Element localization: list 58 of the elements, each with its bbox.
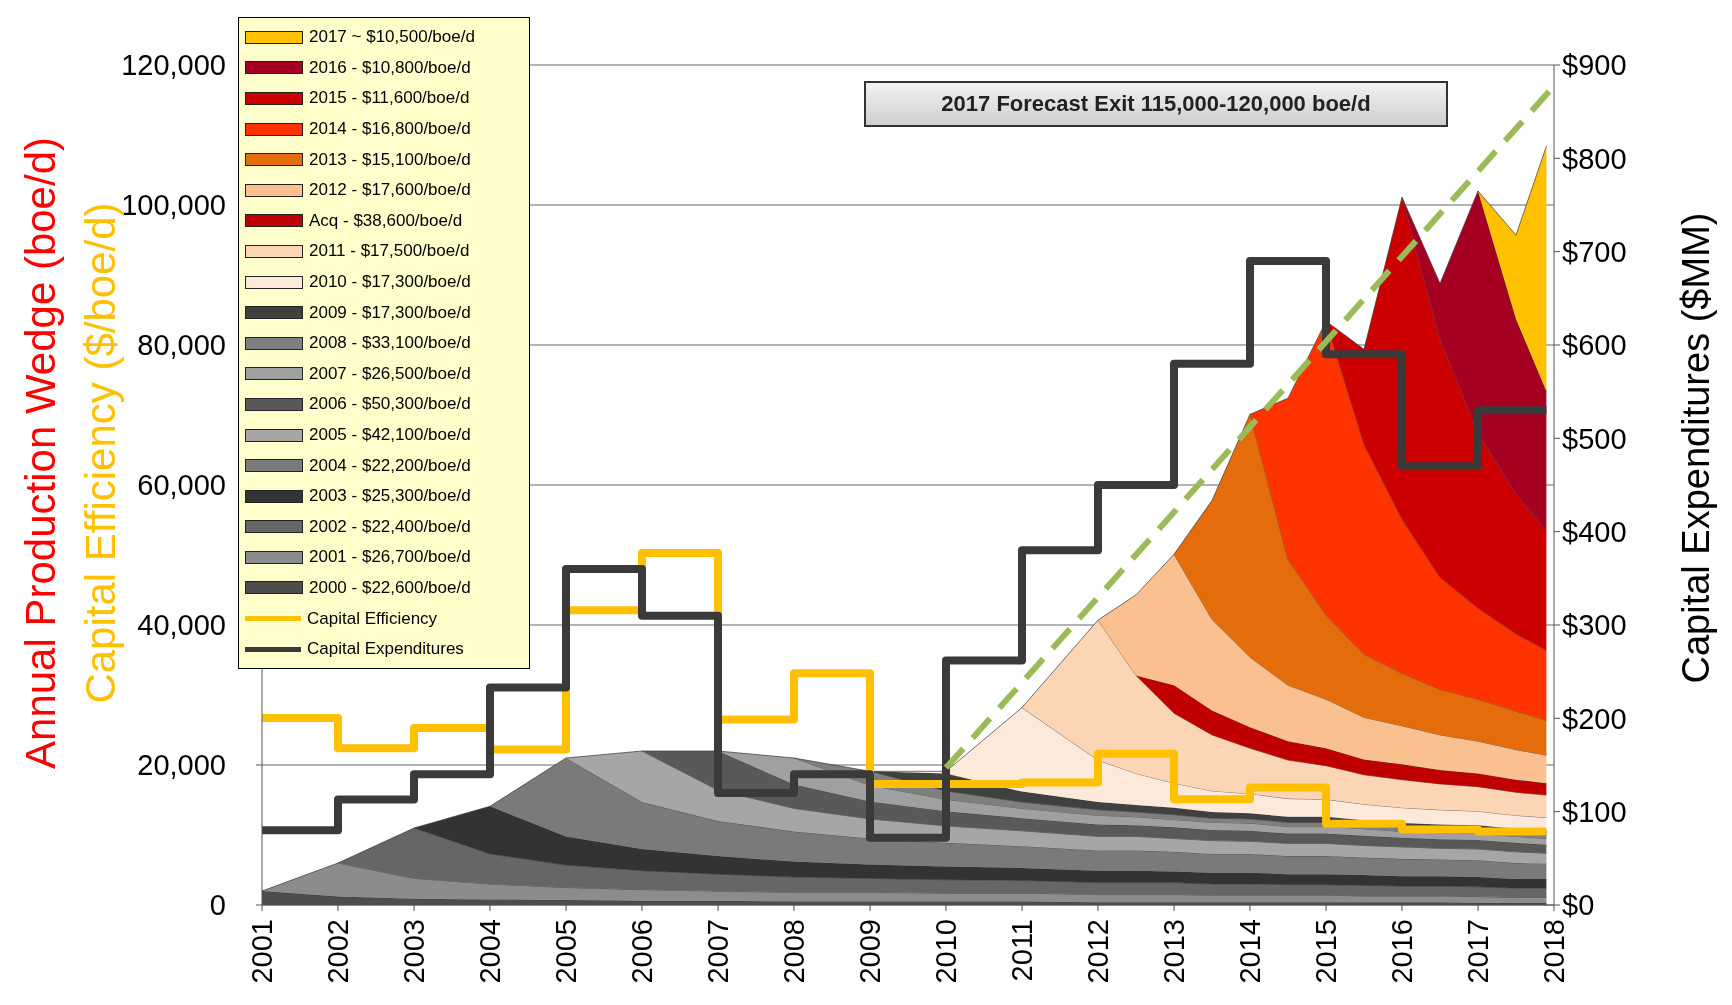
y-tick-label: 80,000	[137, 329, 226, 362]
x-tick-label: 2009	[854, 919, 886, 984]
y2-tick-label: $900	[1562, 49, 1627, 82]
y-tick-label: 40,000	[137, 609, 226, 642]
x-tick-label: 2005	[550, 919, 582, 984]
y2-tick-label: $0	[1562, 889, 1595, 922]
x-tick-label: 2001	[246, 919, 278, 984]
x-tick-label: 2011	[1006, 919, 1038, 982]
legend-label: 2000 - $22,600/boe/d	[309, 577, 471, 598]
y2-tick-label: $500	[1562, 422, 1627, 455]
legend-label: Capital Expenditures	[307, 639, 464, 660]
y-axis-title: Annual Production Wedge (boe/d)	[17, 137, 65, 769]
x-tick-label: 2014	[1234, 919, 1266, 984]
y2-tick-label: $400	[1562, 515, 1627, 548]
y-tick-label: 120,000	[121, 49, 226, 82]
x-tick-label: 2002	[322, 919, 354, 984]
y2-tick-label: $600	[1562, 329, 1627, 362]
text-box: 2017 Forecast Exit 115,000-120,000 boe/d	[864, 81, 1448, 127]
legend-label: Acq - $38,600/boe/d	[309, 210, 463, 231]
legend-label: 2003 - $25,300/boe/d	[309, 486, 471, 507]
y2-axis-title: Capital Expenditures ($MM)	[1674, 212, 1718, 684]
legend-label: Capital Efficiency	[307, 608, 438, 629]
legend-label: 2005 - $42,100/boe/d	[309, 425, 471, 446]
x-tick-label: 2003	[398, 919, 430, 984]
x-tick-label: 2004	[474, 919, 506, 984]
y2-tick-label: $100	[1562, 795, 1627, 828]
legend-label: 2001 - $26,700/boe/d	[309, 547, 471, 568]
y-tick-label: 20,000	[137, 749, 226, 782]
x-tick-label: 2018	[1538, 919, 1570, 984]
legend-label: 2015 - $11,600/boe/d	[309, 88, 470, 109]
legend-label: 2009 - $17,300/boe/d	[309, 302, 471, 323]
legend-label: 2017 ~ $10,500/boe/d	[309, 27, 475, 48]
legend-label: 2013 - $15,100/boe/d	[309, 149, 471, 170]
legend-label: 2010 - $17,300/boe/d	[309, 272, 471, 293]
legend-label: 2002 - $22,400/boe/d	[309, 516, 471, 537]
legend-label: 2011 - $17,500/boe/d	[309, 241, 470, 262]
y2-tick-label: $800	[1562, 142, 1627, 175]
legend-label: 2006 - $50,300/boe/d	[309, 394, 471, 415]
x-tick-label: 2008	[778, 919, 810, 984]
x-tick-label: 2010	[930, 919, 962, 984]
x-tick-label: 2015	[1310, 919, 1342, 984]
y2-tick-label: $200	[1562, 702, 1627, 735]
legend-label: 2014 - $16,800/boe/d	[309, 119, 471, 140]
y2-tick-label: $700	[1562, 235, 1627, 268]
x-tick-label: 2012	[1082, 919, 1114, 984]
legend-label: 2008 - $33,100/boe/d	[309, 333, 471, 354]
legend-label: 2012 - $17,600/boe/d	[309, 180, 471, 201]
x-tick-label: 2007	[702, 919, 734, 984]
legend-label: 2004 - $22,200/boe/d	[309, 455, 471, 476]
legend-label: 2007 - $26,500/boe/d	[309, 363, 471, 384]
y-tick-label: 60,000	[137, 469, 226, 502]
y2-tick-label: $300	[1562, 609, 1627, 642]
x-tick-label: 2013	[1158, 919, 1190, 984]
y-tick-label: 0	[209, 889, 226, 922]
x-tick-label: 2017	[1462, 919, 1494, 984]
legend-label: 2016 - $10,800/boe/d	[309, 57, 471, 78]
x-tick-label: 2006	[626, 919, 658, 984]
x-tick-label: 2016	[1386, 919, 1418, 984]
